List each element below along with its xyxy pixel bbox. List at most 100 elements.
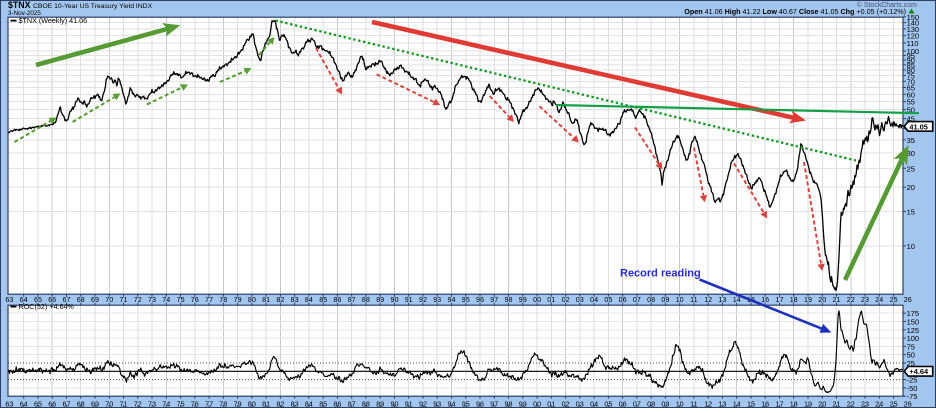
svg-text:63: 63	[5, 295, 13, 304]
svg-text:13: 13	[718, 295, 726, 304]
svg-text:74: 74	[162, 400, 170, 408]
svg-text:78: 78	[219, 295, 227, 304]
svg-text:-25: -25	[907, 376, 918, 385]
svg-text:81: 81	[262, 295, 270, 304]
svg-text:25: 25	[907, 359, 915, 368]
svg-text:09: 09	[661, 400, 669, 408]
svg-text:88: 88	[362, 400, 370, 408]
svg-text:02: 02	[562, 400, 570, 408]
svg-text:82: 82	[276, 400, 284, 408]
svg-text:01: 01	[547, 295, 555, 304]
svg-text:45: 45	[907, 115, 915, 124]
svg-text:16: 16	[761, 295, 769, 304]
svg-text:25: 25	[907, 164, 915, 173]
svg-text:12: 12	[704, 295, 712, 304]
svg-text:18: 18	[790, 295, 798, 304]
svg-text:85: 85	[319, 400, 327, 408]
svg-text:ROC(52) +4.64%: ROC(52) +4.64%	[19, 302, 75, 311]
svg-text:16: 16	[761, 400, 769, 408]
svg-text:175: 175	[907, 309, 920, 318]
svg-text:23: 23	[861, 400, 869, 408]
svg-text:87: 87	[348, 295, 356, 304]
svg-text:120: 120	[907, 32, 920, 41]
svg-text:23: 23	[861, 295, 869, 304]
svg-text:63: 63	[5, 400, 13, 408]
svg-text:91: 91	[405, 295, 413, 304]
svg-text:20: 20	[907, 183, 915, 192]
svg-text:65: 65	[34, 400, 42, 408]
svg-text:09: 09	[661, 295, 669, 304]
svg-text:-50: -50	[907, 384, 918, 393]
svg-text:67: 67	[63, 400, 71, 408]
svg-text:76: 76	[191, 400, 199, 408]
svg-text:21: 21	[833, 400, 841, 408]
svg-text:70: 70	[105, 295, 113, 304]
svg-text:04: 04	[590, 400, 598, 408]
svg-text:13: 13	[718, 400, 726, 408]
svg-text:$TNX: $TNX	[8, 0, 31, 10]
svg-text:96: 96	[476, 400, 484, 408]
svg-text:77: 77	[205, 295, 213, 304]
svg-text:98: 98	[505, 400, 513, 408]
svg-text:06: 06	[619, 295, 627, 304]
svg-text:15: 15	[907, 208, 915, 217]
svg-text:90: 90	[907, 56, 915, 65]
svg-text:83: 83	[291, 295, 299, 304]
svg-text:66: 66	[48, 295, 56, 304]
svg-text:79: 79	[234, 295, 242, 304]
svg-text:08: 08	[647, 400, 655, 408]
svg-text:18: 18	[790, 400, 798, 408]
svg-text:41.05: 41.05	[909, 122, 928, 131]
svg-text:75: 75	[907, 342, 915, 351]
svg-text:73: 73	[148, 295, 156, 304]
svg-text:77: 77	[205, 400, 213, 408]
svg-text:130: 130	[907, 25, 920, 34]
svg-text:81: 81	[262, 400, 270, 408]
svg-text:75: 75	[177, 400, 185, 408]
svg-text:65: 65	[907, 84, 915, 93]
svg-text:66: 66	[48, 400, 56, 408]
svg-text:19: 19	[804, 295, 812, 304]
svg-text:92: 92	[419, 295, 427, 304]
svg-text:89: 89	[376, 295, 384, 304]
svg-text:92: 92	[419, 400, 427, 408]
svg-text:Record reading: Record reading	[620, 268, 701, 280]
svg-text:73: 73	[148, 400, 156, 408]
svg-text:83: 83	[291, 400, 299, 408]
svg-text:3-Nov-2025: 3-Nov-2025	[8, 10, 41, 17]
svg-text:150: 150	[907, 13, 920, 22]
svg-text:97: 97	[490, 295, 498, 304]
svg-text:79: 79	[234, 400, 242, 408]
svg-text:68: 68	[77, 295, 85, 304]
svg-text:10: 10	[907, 242, 915, 251]
svg-text:11: 11	[690, 295, 697, 304]
svg-text:95: 95	[462, 295, 470, 304]
svg-text:26: 26	[904, 400, 912, 408]
svg-text:95: 95	[907, 51, 915, 60]
svg-text:75: 75	[177, 295, 185, 304]
svg-text:Open 41.06 High 41.22 Low 40.6: Open 41.06 High 41.22 Low 40.67 Close 41…	[684, 7, 906, 16]
svg-text:11: 11	[690, 400, 697, 408]
svg-text:24: 24	[875, 295, 883, 304]
svg-text:69: 69	[91, 400, 99, 408]
svg-text:04: 04	[590, 295, 598, 304]
svg-text:14: 14	[733, 295, 741, 304]
svg-text:10: 10	[676, 295, 684, 304]
svg-text:05: 05	[604, 295, 612, 304]
svg-text:84: 84	[305, 400, 313, 408]
svg-text:110: 110	[907, 39, 919, 48]
svg-text:70: 70	[105, 400, 113, 408]
svg-text:97: 97	[490, 400, 498, 408]
svg-text:17: 17	[776, 295, 784, 304]
svg-text:93: 93	[433, 295, 441, 304]
svg-text:90: 90	[391, 400, 399, 408]
svg-text:07: 07	[633, 295, 641, 304]
svg-text:08: 08	[647, 295, 655, 304]
svg-text:-75: -75	[907, 392, 918, 401]
svg-text:20: 20	[818, 400, 826, 408]
svg-text:80: 80	[907, 66, 915, 75]
svg-text:03: 03	[576, 400, 584, 408]
svg-text:85: 85	[319, 295, 327, 304]
svg-text:$TNX (Weekly) 41.06: $TNX (Weekly) 41.06	[19, 16, 88, 25]
svg-text:88: 88	[362, 295, 370, 304]
